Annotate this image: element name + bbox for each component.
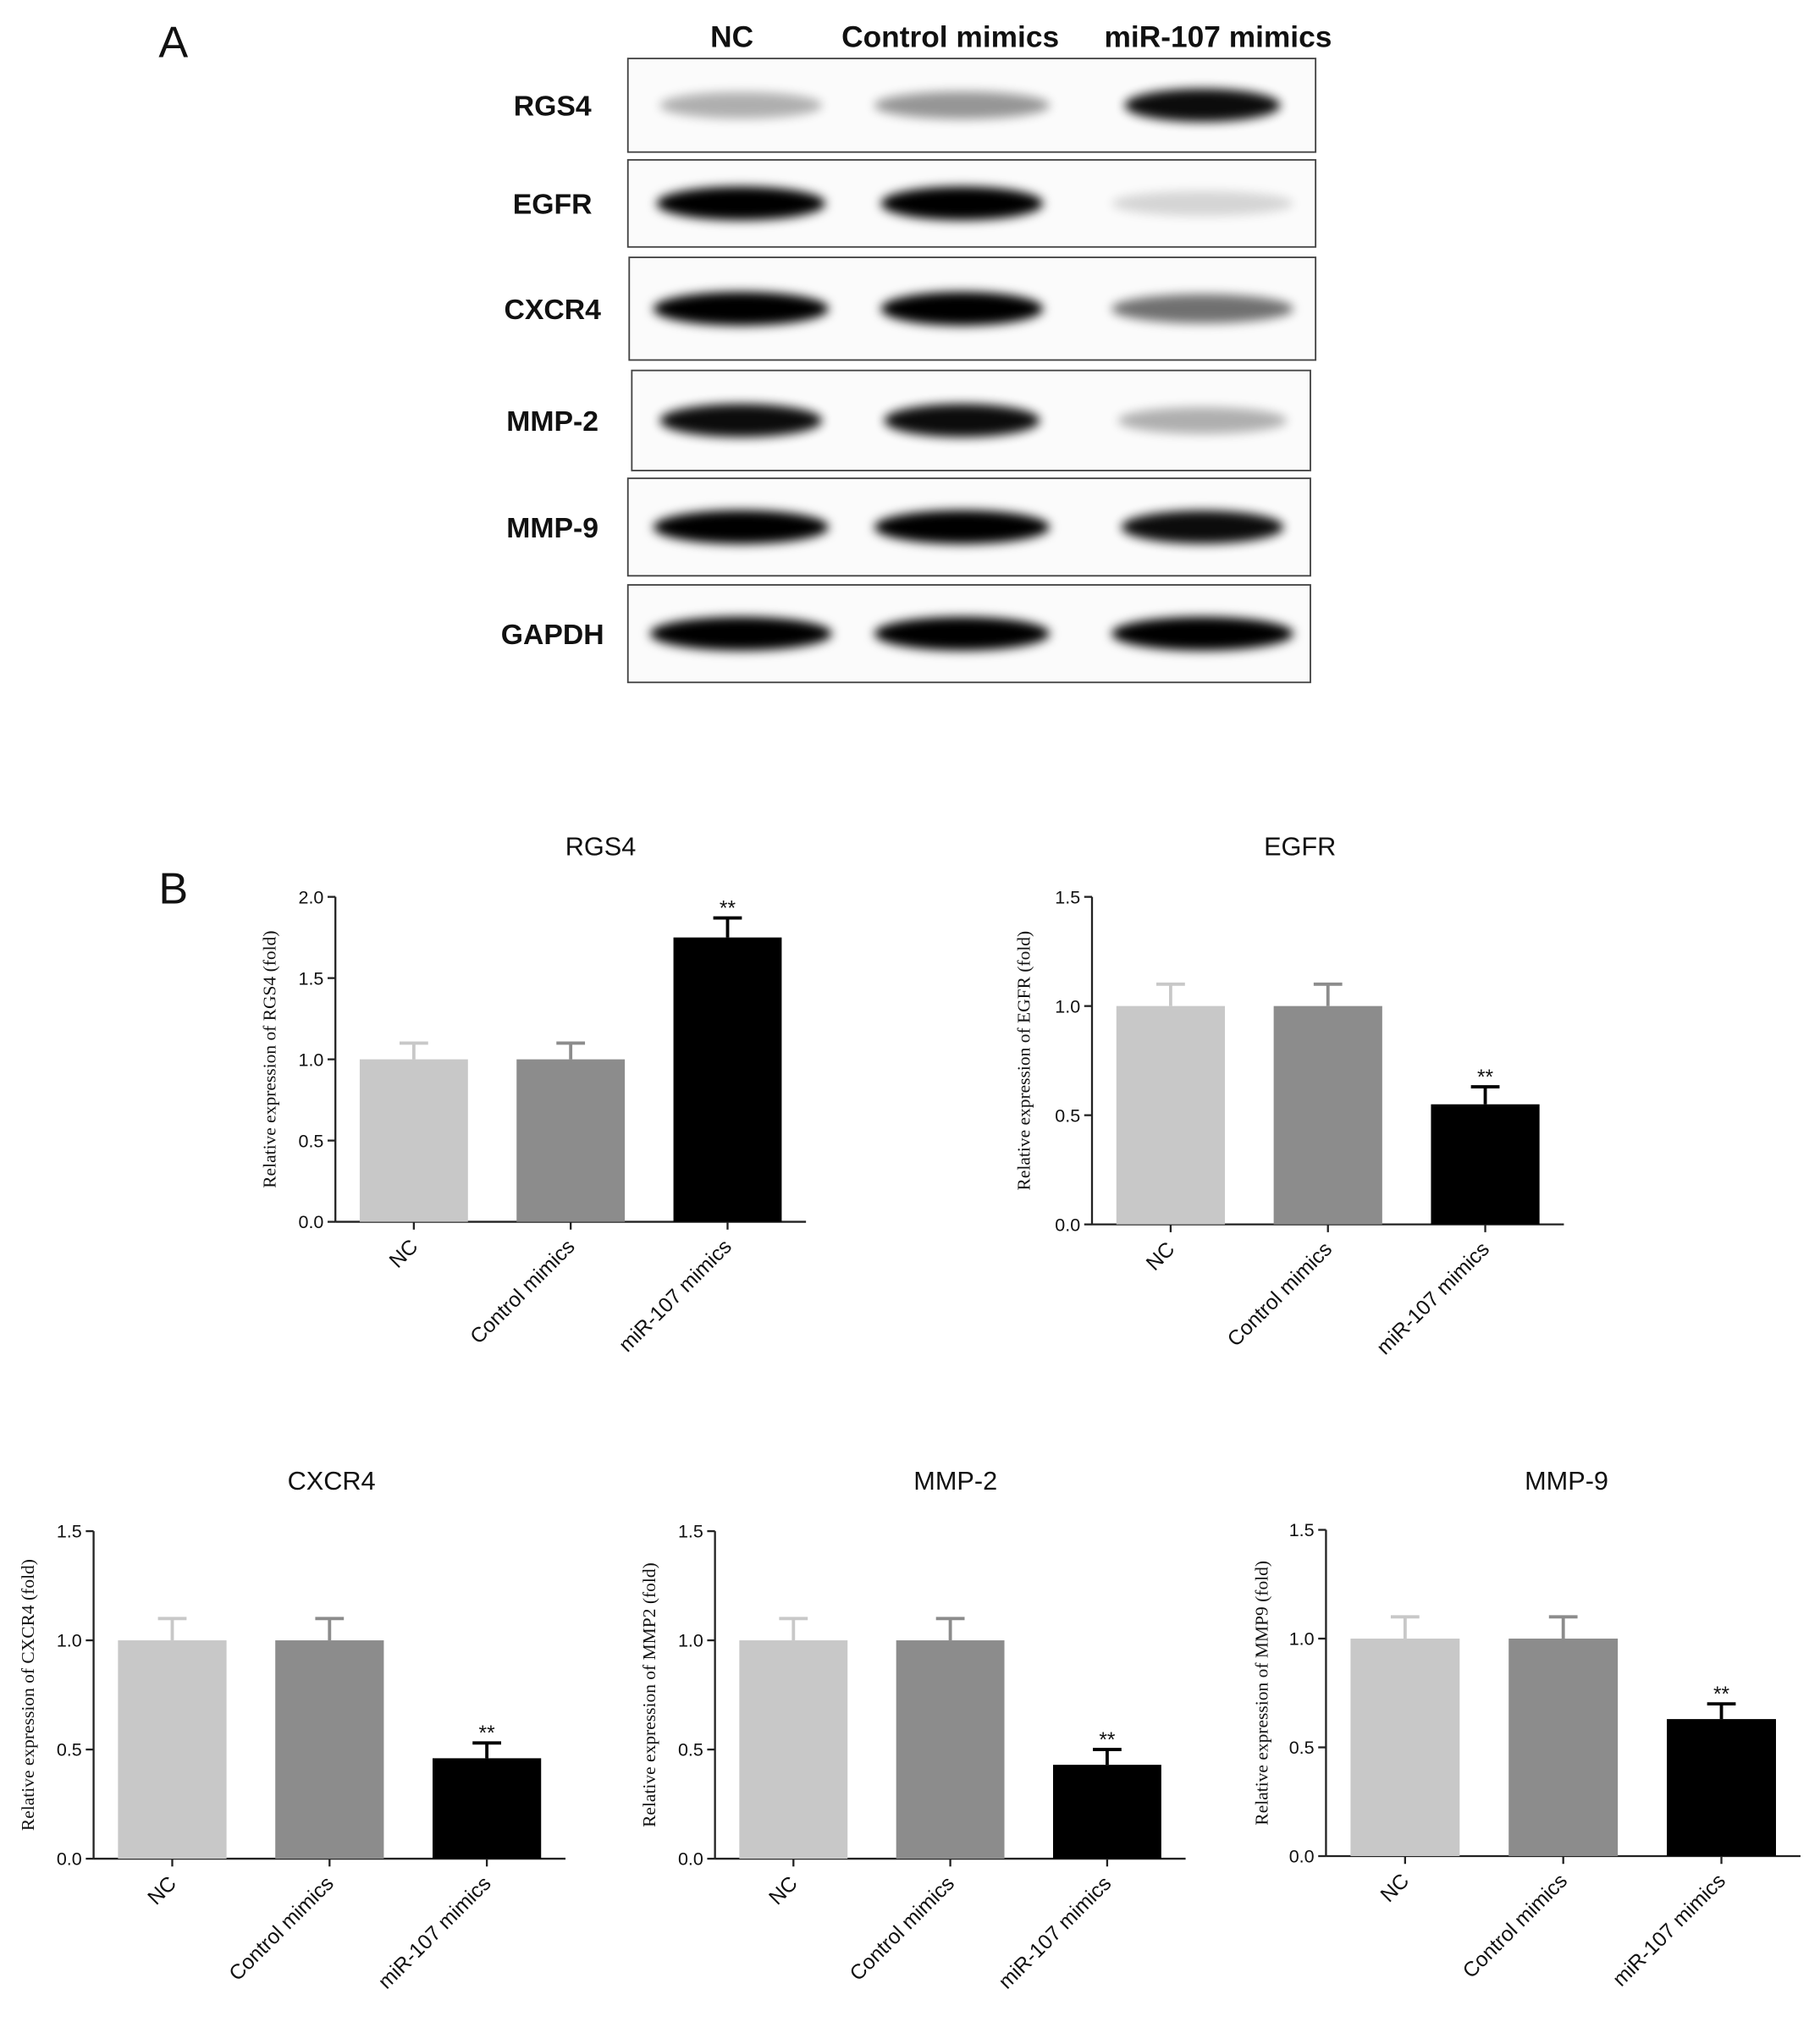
x-tick-label: NC — [1376, 1870, 1414, 1907]
blot-band — [874, 616, 1051, 651]
y-tick-label: 1.5 — [678, 1522, 703, 1542]
chart-title: CXCR4 — [288, 1466, 376, 1496]
y-tick-label: 1.0 — [1055, 996, 1080, 1016]
blot-band — [649, 616, 832, 651]
x-tick-label: NC — [765, 1872, 802, 1909]
y-tick-label: 0.0 — [299, 1212, 324, 1232]
blot-band — [884, 404, 1040, 438]
y-tick-label: 0.5 — [57, 1740, 82, 1760]
bar — [1052, 1765, 1161, 1859]
bar — [1116, 1005, 1226, 1225]
x-tick-label: miR-107 mimics — [1608, 1870, 1730, 1992]
bar — [433, 1758, 542, 1859]
y-axis-label: Relative expression of RGS4 (fold) — [260, 930, 280, 1187]
lane-label: NC — [710, 20, 753, 53]
chart-title: MMP-9 — [1525, 1466, 1608, 1496]
x-tick-label: Control mimics — [846, 1872, 959, 1986]
bar — [896, 1640, 1005, 1859]
row-label: GAPDH — [501, 619, 604, 651]
panel-label: B — [158, 864, 188, 913]
y-tick-label: 0.5 — [1289, 1738, 1315, 1758]
y-tick-label: 0.0 — [57, 1849, 82, 1870]
y-tick-label: 1.0 — [299, 1050, 324, 1070]
significance-label: ** — [720, 898, 736, 921]
bar — [739, 1640, 848, 1859]
y-tick-label: 0.0 — [678, 1849, 703, 1870]
blot-band — [659, 91, 823, 119]
x-tick-label: NC — [1142, 1238, 1179, 1275]
x-tick-label: Control mimics — [225, 1872, 339, 1986]
y-axis-label: Relative expression of CXCR4 (fold) — [18, 1559, 38, 1831]
chart-title: MMP-2 — [913, 1466, 997, 1496]
y-tick-label: 1.0 — [1289, 1629, 1315, 1650]
y-tick-label: 2.0 — [299, 887, 324, 907]
y-tick-label: 1.5 — [1055, 887, 1080, 907]
y-tick-label: 1.0 — [57, 1631, 82, 1651]
bar — [673, 937, 782, 1222]
bar — [1508, 1639, 1619, 1856]
x-tick-label: NC — [385, 1235, 422, 1272]
x-tick-label: Control mimics — [1223, 1238, 1337, 1352]
y-tick-label: 0.5 — [1055, 1105, 1080, 1126]
blot-band — [659, 404, 823, 438]
x-tick-label: Control mimics — [1459, 1870, 1572, 1983]
blot-band — [1111, 616, 1294, 651]
y-tick-label: 1.5 — [1289, 1520, 1315, 1540]
significance-label: ** — [1099, 1729, 1116, 1752]
y-tick-label: 0.5 — [299, 1131, 324, 1151]
y-tick-label: 0.5 — [678, 1740, 703, 1760]
blot-band — [880, 291, 1044, 326]
chart-title: RGS4 — [565, 831, 637, 861]
significance-label: ** — [479, 1722, 496, 1745]
x-tick-label: miR-107 mimics — [995, 1872, 1117, 1994]
y-axis-label: Relative expression of EGFR (fold) — [1013, 931, 1034, 1191]
y-axis-label: Relative expression of MMP2 (fold) — [639, 1562, 659, 1827]
row-label: MMP-9 — [506, 512, 598, 544]
row-label: EGFR — [513, 189, 593, 221]
bar — [118, 1640, 227, 1859]
blot-band — [1111, 190, 1294, 217]
blot-band — [1117, 407, 1288, 434]
blot-band — [874, 510, 1051, 544]
panel-label: A — [158, 19, 188, 68]
blot-band — [1121, 510, 1284, 544]
lane-label: Control mimics — [841, 20, 1059, 53]
y-tick-label: 1.5 — [57, 1522, 82, 1542]
chart-title: EGFR — [1264, 831, 1336, 861]
bar — [1431, 1104, 1540, 1225]
y-tick-label: 0.0 — [1055, 1215, 1080, 1235]
bar — [516, 1059, 626, 1222]
blot-band — [874, 91, 1051, 119]
significance-label: ** — [1477, 1066, 1494, 1089]
blot-band — [656, 186, 826, 221]
x-tick-label: miR-107 mimics — [1372, 1238, 1494, 1360]
x-tick-label: NC — [144, 1872, 181, 1909]
row-label: CXCR4 — [504, 294, 601, 326]
blot-band — [1111, 294, 1294, 323]
bar — [1273, 1005, 1382, 1225]
row-label: MMP-2 — [506, 405, 598, 438]
x-tick-label: Control mimics — [466, 1235, 580, 1348]
bar — [1667, 1719, 1777, 1856]
lane-label: miR-107 mimics — [1105, 20, 1332, 53]
blot-band — [653, 291, 830, 326]
x-tick-label: miR-107 mimics — [615, 1235, 736, 1357]
y-tick-label: 1.0 — [678, 1631, 703, 1651]
row-label: RGS4 — [514, 91, 592, 123]
bar — [275, 1640, 384, 1859]
y-tick-label: 0.0 — [1289, 1847, 1315, 1867]
blot-band — [1124, 88, 1281, 123]
blot-band — [880, 186, 1044, 221]
bar — [1350, 1639, 1460, 1856]
significance-label: ** — [1713, 1683, 1730, 1706]
x-tick-label: miR-107 mimics — [374, 1872, 496, 1994]
bar — [359, 1059, 468, 1222]
y-tick-label: 1.5 — [299, 968, 324, 989]
y-axis-label: Relative expression of MMP9 (fold) — [1251, 1561, 1271, 1826]
blot-band — [653, 510, 830, 544]
